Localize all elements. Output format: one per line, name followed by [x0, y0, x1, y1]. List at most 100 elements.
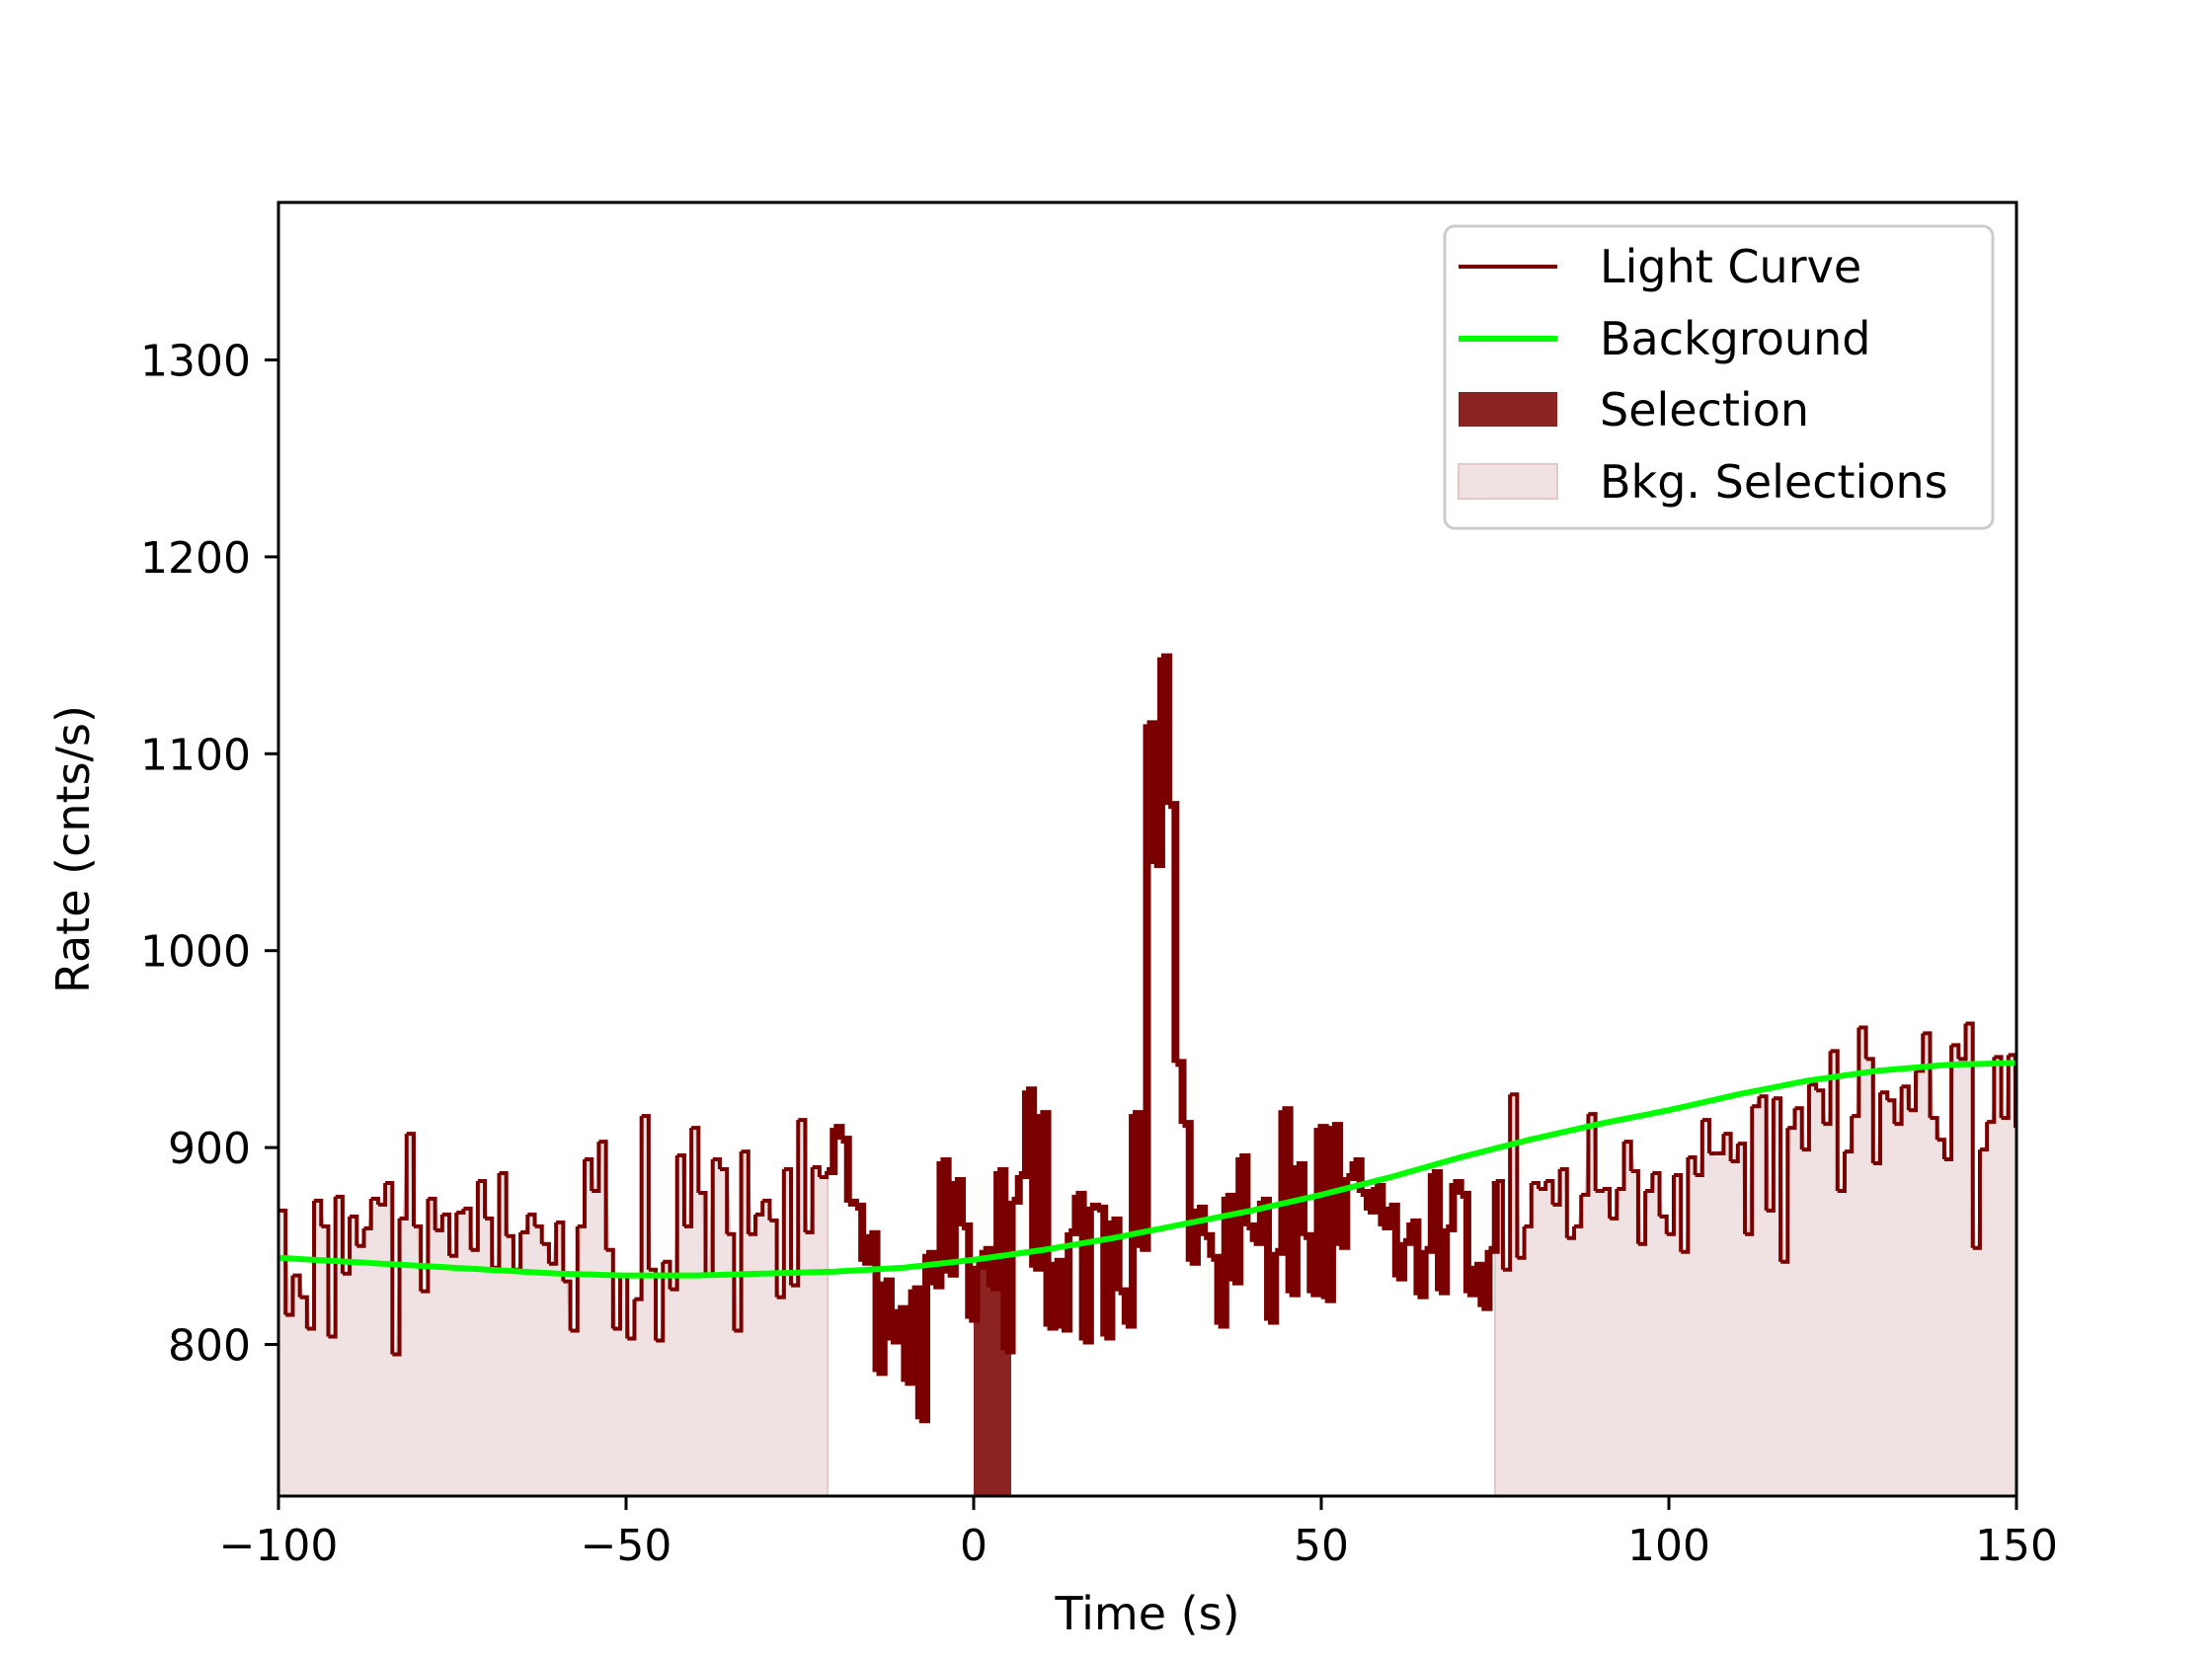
light-curve-bin	[563, 1279, 573, 1331]
light-curve-bin	[363, 1198, 373, 1230]
x-tick-label: 150	[1975, 1521, 2058, 1571]
y-tick-label: 1100	[140, 730, 251, 780]
legend-bkg-selections-swatch	[1458, 463, 1558, 500]
light-curve-bin	[1994, 1055, 2004, 1119]
light-curve-bin	[1987, 1057, 1997, 1125]
light-curve-bin	[1830, 1049, 1840, 1191]
light-curve-bin	[1610, 1188, 1620, 1221]
light-curve-bin	[926, 1249, 938, 1286]
light-curve-bin	[1901, 1084, 1911, 1111]
light-curve-bin	[762, 1198, 772, 1221]
light-curve-bin	[847, 1198, 859, 1207]
light-curve-bin	[1346, 1161, 1358, 1181]
light-curve-bin	[1111, 1216, 1123, 1292]
light-curve-bin	[1787, 1108, 1797, 1131]
light-curve-bin	[634, 1116, 644, 1302]
legend-light-curve-label: Light Curve	[1600, 240, 1861, 293]
light-curve-bin	[1488, 1180, 1500, 1254]
light-curve-bin	[1204, 1231, 1216, 1258]
light-curve-bin	[1652, 1171, 1662, 1217]
light-curve-bin	[1211, 1253, 1223, 1325]
light-curve-bin	[1025, 1086, 1038, 1268]
light-curve-bin	[869, 1229, 881, 1373]
light-curve-bin	[1780, 1128, 1790, 1264]
light-curve-bin	[670, 1155, 679, 1292]
light-curve-series	[278, 653, 2016, 1424]
light-curve-bin	[1730, 1144, 1740, 1164]
light-curve-bin	[1417, 1249, 1429, 1300]
light-curve-bin	[712, 1157, 722, 1170]
light-curve-bin	[314, 1198, 324, 1226]
light-curve-bin	[499, 1171, 509, 1236]
y-axis: 800 900 1000 1100 1200 1300	[140, 337, 278, 1371]
light-curve-bin	[1481, 1249, 1493, 1311]
light-curve-bin	[1759, 1094, 1769, 1211]
light-curve-bin	[370, 1196, 380, 1205]
light-curve-bin	[1446, 1182, 1458, 1232]
light-curve-bin	[285, 1275, 295, 1317]
light-curve-bin	[1431, 1169, 1444, 1292]
light-curve-bin	[356, 1227, 366, 1248]
light-curve-bin	[1766, 1098, 1776, 1213]
light-curve-bin	[1617, 1142, 1626, 1191]
light-curve-bin	[1004, 1200, 1016, 1355]
legend-background-label: Background	[1600, 312, 1870, 365]
light-curve-bin	[876, 1281, 888, 1377]
light-curve-bin	[556, 1220, 566, 1282]
light-curve-bin	[541, 1241, 551, 1264]
light-curve-bin	[989, 1171, 1002, 1292]
light-curve-bin	[1844, 1116, 1855, 1154]
light-curve-bin	[1701, 1118, 1711, 1154]
light-curve-bin	[748, 1214, 757, 1236]
light-curve-bin	[470, 1180, 480, 1252]
light-curve-bin	[1745, 1106, 1755, 1236]
x-tick-label: 50	[1294, 1521, 1349, 1571]
light-curve-bin	[1510, 1092, 1520, 1258]
light-curve-bin	[1645, 1173, 1655, 1193]
light-curve-bin	[962, 1222, 974, 1319]
light-curve-bin	[1082, 1206, 1094, 1345]
light-curve-bin	[918, 1253, 931, 1424]
light-curve-bin	[1852, 1027, 1861, 1119]
light-curve-bin	[1737, 1142, 1748, 1234]
light-curve-bin	[1047, 1261, 1059, 1331]
light-curve-bin	[584, 1157, 594, 1191]
light-curve-bin	[1794, 1106, 1804, 1150]
light-curve-bin	[698, 1190, 708, 1276]
light-curve-bin	[605, 1247, 615, 1329]
light-curve-bin	[1304, 1231, 1315, 1294]
light-curve-bin	[1310, 1128, 1322, 1298]
light-curve-bin	[406, 1132, 416, 1226]
light-curve-bin	[1268, 1251, 1280, 1325]
plot-frame	[276, 200, 2018, 1498]
light-curve-bin	[883, 1277, 895, 1341]
light-curve-bin	[1367, 1186, 1380, 1215]
light-curve-bin	[570, 1225, 580, 1333]
x-tick-label: −100	[219, 1521, 339, 1571]
light-curve-bin	[791, 1120, 801, 1288]
background-fit-series	[278, 1060, 2016, 1279]
light-curve-bin	[1524, 1182, 1534, 1228]
light-curve-bin	[1253, 1200, 1265, 1246]
light-curve-bin	[1375, 1182, 1386, 1226]
light-curve-bin	[1133, 1110, 1145, 1248]
light-curve-bin	[548, 1222, 559, 1266]
light-curve-bin	[1894, 1086, 1904, 1127]
light-curve-bin	[691, 1126, 701, 1193]
light-curve-bin	[1317, 1124, 1329, 1300]
light-curve-bin	[328, 1196, 338, 1339]
light-curve-bin	[827, 1128, 838, 1175]
light-curve-bin	[1097, 1204, 1109, 1337]
light-curve-bin	[1623, 1140, 1633, 1171]
x-axis-title: Time (s)	[1054, 1587, 1239, 1640]
light-curve-bin	[385, 1180, 395, 1355]
light-curve-bin	[1104, 1220, 1116, 1341]
light-curve-bin	[1466, 1265, 1479, 1298]
light-curve-bin	[592, 1142, 601, 1193]
light-curve-bin	[306, 1200, 317, 1331]
legend-selection-label: Selection	[1600, 383, 1809, 436]
light-curve-bin	[798, 1118, 808, 1232]
light-curve-bin	[1382, 1206, 1393, 1230]
light-curve-bin	[1666, 1174, 1676, 1236]
light-curve-bin	[1916, 1033, 1926, 1073]
